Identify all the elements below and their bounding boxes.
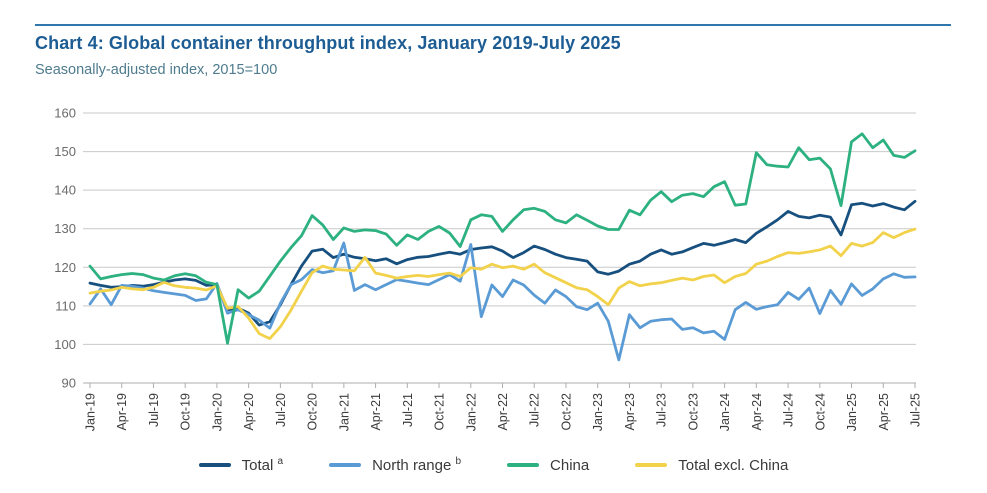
header-divider [35,24,951,26]
x-tick-label: Jul-20 [274,393,288,427]
x-tick-label: Oct-19 [179,393,193,431]
x-tick-label: Jan-23 [591,393,605,431]
legend-swatch [329,463,362,467]
legend-swatch [198,463,231,467]
x-tick-label: Apr-19 [115,393,129,431]
x-tick-label: Oct-20 [306,393,320,431]
x-tick-label: Jul-22 [528,393,542,427]
y-tick-label: 90 [62,376,76,391]
x-tick-label: Oct-24 [813,393,827,431]
series-line-north-range [88,241,917,362]
line-chart-plot: 90 100 110 120 130 140 150 160 Jan-19 Apr-19 Jul-1… [54,106,923,432]
y-tick-label: 150 [54,144,76,159]
legend-item-north-range: North range b [329,456,461,474]
x-tick-label: Apr-23 [623,393,637,431]
chart-subtitle: Seasonally-adjusted index, 2015=100 [35,62,278,78]
x-tick-label: Jul-24 [782,393,796,427]
legend-label: Total a [241,456,284,474]
legend-label: Total excl. China [678,456,789,474]
legend-label: China [550,456,590,474]
y-tick-label: 100 [54,337,76,352]
legend-item-total-excl-china: Total excl. China [635,457,788,474]
x-tick-label: Jul-19 [147,393,161,427]
x-tick-label: Oct-22 [559,393,573,431]
series-line-total [88,199,917,327]
x-tick-label: Jan-22 [464,393,478,431]
series-line-china [88,132,917,345]
y-tick-label: 140 [54,183,76,198]
x-tick-label: Jan-19 [84,393,98,431]
x-tick-label: Oct-21 [433,393,447,431]
x-tick-label: Jul-25 [909,393,923,427]
x-tick-label: Oct-23 [686,393,700,431]
x-tick-label: Jan-20 [210,393,224,431]
x-tick-label: Jul-21 [401,393,415,427]
legend-swatch [635,463,668,467]
x-tick-label: Apr-24 [750,393,764,431]
chart-title: Chart 4: Global container throughput ind… [35,33,621,53]
legend-item-china: China [507,457,589,474]
legend-swatch [507,463,540,467]
series-line-total-excl-china [88,227,917,341]
chart-legend: Total a North range b China Total excl. Chi… [0,456,987,474]
x-tick-label: Apr-22 [496,393,510,431]
y-tick-label: 130 [54,221,76,236]
x-tick-label: Apr-21 [369,393,383,431]
legend-label: North range b [372,456,462,474]
x-tick-label: Jan-24 [718,393,732,431]
x-tick-label: Jul-23 [655,393,669,427]
x-tick-label: Jan-21 [337,393,351,431]
x-tick-label: Apr-25 [877,393,891,431]
x-tick-label: Jan-25 [845,393,859,431]
y-tick-label: 160 [54,106,76,121]
x-tick-label: Apr-20 [242,393,256,431]
legend-item-total: Total a [198,456,284,474]
y-tick-label: 110 [55,298,76,313]
y-tick-label: 120 [54,260,76,275]
